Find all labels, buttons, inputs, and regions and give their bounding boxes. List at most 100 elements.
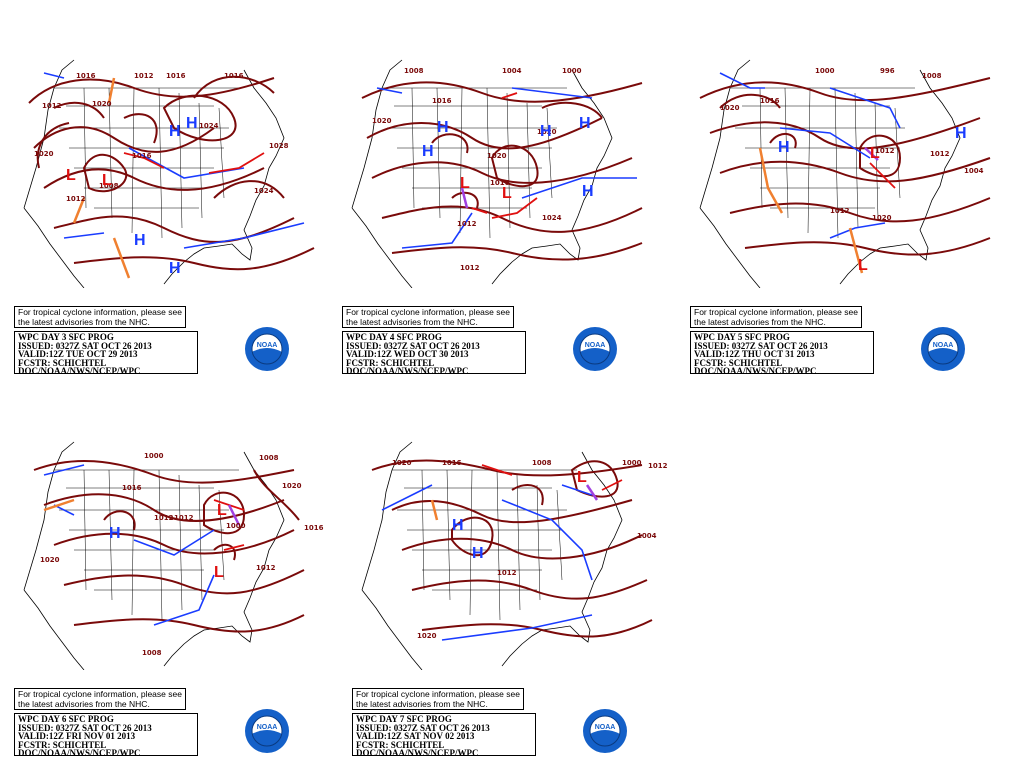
notice-line: the latest advisories from the NHC. xyxy=(18,699,150,709)
isobar xyxy=(511,484,544,506)
logo-text: NOAA xyxy=(595,724,616,731)
isobar-label: 1016 xyxy=(132,152,152,160)
tropical-cyclone-notice: For tropical cyclone information, please… xyxy=(342,306,514,328)
isobar xyxy=(82,153,128,193)
isobar-label: 1020 xyxy=(417,632,437,640)
isobar xyxy=(421,619,653,638)
isobar xyxy=(371,157,633,184)
low-pressure-marker: L xyxy=(870,145,880,162)
prog-info-box: WPC DAY 4 SFC PROG ISSUED: 0327Z SAT OCT … xyxy=(342,331,526,376)
isobar xyxy=(213,180,285,199)
isobar-label: 1024 xyxy=(254,187,274,195)
prog-forecaster: FCSTR: SCHICHTEL xyxy=(356,739,445,750)
occluded-front xyxy=(864,147,879,161)
isobar xyxy=(729,197,991,223)
isobar-label: 1024 xyxy=(199,122,219,130)
prog-info-box: WPC DAY 7 SFC PROG ISSUED: 0327Z SAT OCT … xyxy=(352,713,536,759)
prog-office: DOC/NOAA/NWS/NCEP/WPC xyxy=(694,366,817,377)
isobar-label: 1020 xyxy=(872,214,892,222)
day6-prog-panel: 1000 1008 1016 1012 1012 1000 1020 1016 1012 1020… xyxy=(14,430,334,760)
prog-title: WPC DAY 5 SFC PROG xyxy=(694,332,790,342)
isobar-label: 1004 xyxy=(502,67,522,75)
isobar-label: 1000 xyxy=(622,459,642,467)
noaa-logo: NOAA xyxy=(573,327,617,371)
isobar xyxy=(33,126,215,153)
isobar-label: 996 xyxy=(880,67,895,75)
cold-front xyxy=(561,484,593,496)
low-pressure-marker: L xyxy=(502,185,512,202)
isobar xyxy=(53,101,105,119)
isobar-label: 1020 xyxy=(34,150,54,158)
notice-line: the latest advisories from the NHC. xyxy=(356,699,488,709)
isobar xyxy=(859,134,902,178)
logo-text: NOAA xyxy=(933,342,954,349)
surface-prog-map: 1008 1004 1000 1020 1016 1020 1016 1012 1012 1024… xyxy=(351,59,643,288)
notice-line: the latest advisories from the NHC. xyxy=(346,317,478,327)
isobar-label: 1020 xyxy=(92,100,112,108)
isobar xyxy=(36,122,70,169)
low-pressure-marker: L xyxy=(460,175,470,192)
high-pressure-marker: H xyxy=(778,139,790,156)
warm-front xyxy=(123,152,165,169)
cold-front xyxy=(521,177,637,199)
prog-issued: ISSUED: 0327Z SAT OCT 26 2013 xyxy=(18,340,152,351)
cold-front xyxy=(719,72,765,89)
isobar xyxy=(719,93,781,109)
trough xyxy=(758,147,784,214)
notice-line: For tropical cyclone information, please… xyxy=(356,689,520,699)
isobar-label: 1012 xyxy=(134,72,154,80)
isobar-label: 1012 xyxy=(457,220,477,228)
trough xyxy=(430,499,439,521)
surface-prog-map: 1016 1012 1016 1016 1012 1020 1020 1024 1012 1028… xyxy=(23,59,315,288)
isobar-label: 1012 xyxy=(460,264,480,272)
isobar xyxy=(371,459,643,477)
low-pressure-marker: L xyxy=(214,564,224,581)
isobar-label: 1000 xyxy=(562,67,582,75)
state-boundaries xyxy=(54,469,239,621)
notice-line: the latest advisories from the NHC. xyxy=(18,317,150,327)
prog-title: WPC DAY 4 SFC PROG xyxy=(346,332,442,342)
prog-issued: ISSUED: 0327Z SAT OCT 26 2013 xyxy=(356,722,490,733)
prog-valid: VALID:12Z THU OCT 31 2013 xyxy=(694,349,815,360)
surface-prog-map: 1020 1016 1008 1000 1004 1012 1020 1012 HH L xyxy=(361,441,668,670)
day4-prog-panel: 1008 1004 1000 1020 1016 1020 1016 1012 1012 1024… xyxy=(342,48,662,378)
isobar-label: 1012 xyxy=(66,195,86,203)
isobar xyxy=(719,157,991,183)
prog-valid: VALID:12Z TUE OCT 29 2013 xyxy=(18,349,138,360)
occluded-front xyxy=(460,187,469,209)
isobar-label: 1012 xyxy=(154,514,174,522)
isobar-label: 1016 xyxy=(432,97,452,105)
cold-front xyxy=(779,127,871,159)
high-pressure-marker: H xyxy=(955,125,967,142)
isobar-label: 1020 xyxy=(372,117,392,125)
logo-text: NOAA xyxy=(257,724,278,731)
cold-front xyxy=(501,499,593,581)
warm-front xyxy=(471,207,488,214)
isobar xyxy=(63,569,305,595)
coastline xyxy=(361,441,623,670)
isobar-label: 1012 xyxy=(256,564,276,572)
high-pressure-marker: H xyxy=(452,517,464,534)
isobar xyxy=(361,81,643,103)
isobar xyxy=(744,237,991,256)
isobar-label: 1020 xyxy=(720,104,740,112)
low-pressure-marker: L xyxy=(858,257,868,274)
isobar xyxy=(431,133,469,154)
low-pressure-marker: L xyxy=(102,172,112,189)
prog-valid: VALID:12Z FRI NOV 01 2013 xyxy=(18,731,136,742)
isobar-label: 1016 xyxy=(76,72,96,80)
warm-front xyxy=(501,92,518,99)
trough xyxy=(43,498,75,512)
isobar xyxy=(43,167,265,191)
low-pressure-marker: L xyxy=(66,167,76,184)
day5-prog-panel: 1000 996 1008 1020 1016 1012 1020 1004 1012 1012 H… xyxy=(690,48,1010,378)
isobar-label: 1012 xyxy=(174,514,194,522)
cold-front xyxy=(133,529,215,556)
prog-office: DOC/NOAA/NWS/NCEP/WPC xyxy=(356,748,479,759)
cold-front xyxy=(43,72,65,79)
prog-info-box: WPC DAY 3 SFC PROG ISSUED: 0327Z SAT OCT … xyxy=(14,331,198,376)
isobar-label: 1016 xyxy=(122,484,142,492)
isobar xyxy=(162,94,237,142)
cold-front xyxy=(401,212,473,249)
day7-prog-panel: 1020 1016 1008 1000 1004 1012 1020 1012 H H L For t… xyxy=(352,430,672,760)
